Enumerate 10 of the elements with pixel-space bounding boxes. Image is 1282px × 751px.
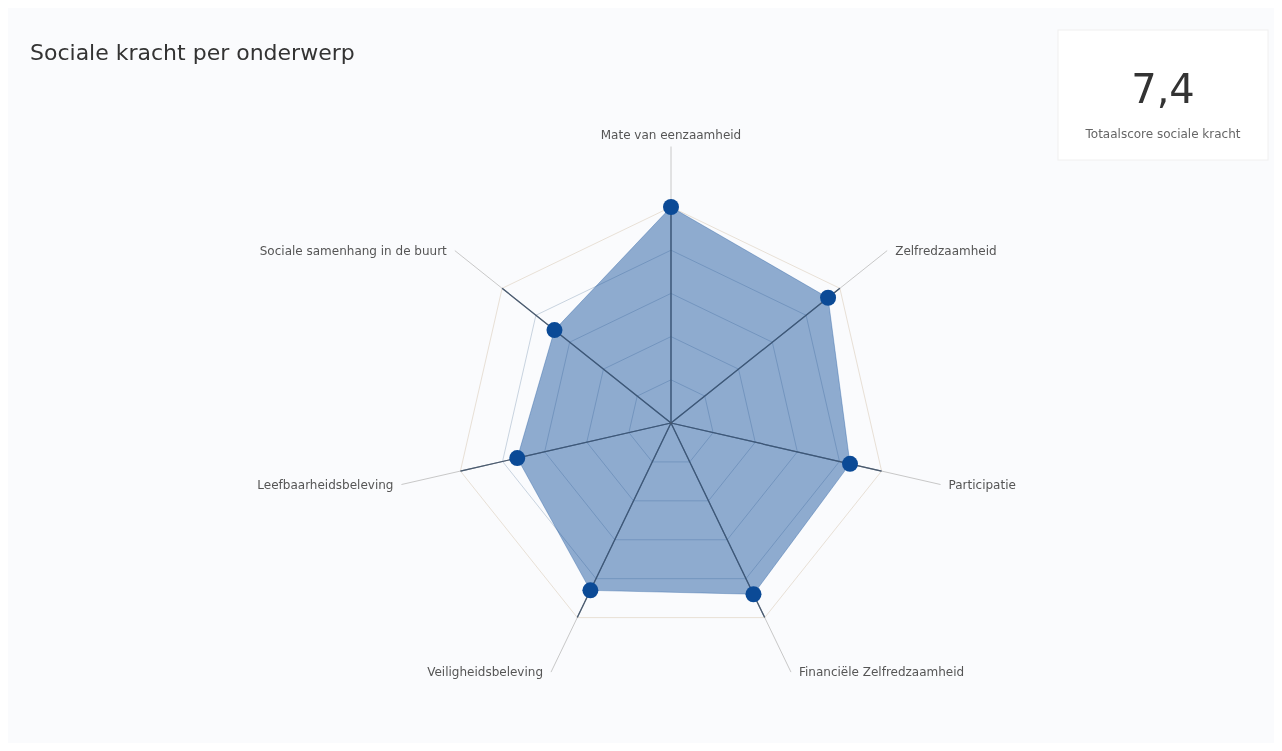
spoke-label: Sociale samenhang in de buurt <box>259 243 448 258</box>
spoke-label: Financiële Zelfredzaamheid <box>798 665 965 680</box>
spoke-label: Leefbaarheidsbeleving <box>257 477 394 492</box>
text: Totaalscore sociale kracht <box>1084 127 1241 141</box>
chart-title: Sociale kracht per onderwerp <box>30 40 355 65</box>
text: 7,4 <box>1131 66 1195 112</box>
spoke-label: Veiligheidsbeleving <box>427 665 544 680</box>
spoke-label: Zelfredzaamheid <box>895 243 997 258</box>
spoke-label: Mate van eenzaamheid <box>600 127 742 142</box>
spoke-label: Participatie <box>948 477 1016 492</box>
